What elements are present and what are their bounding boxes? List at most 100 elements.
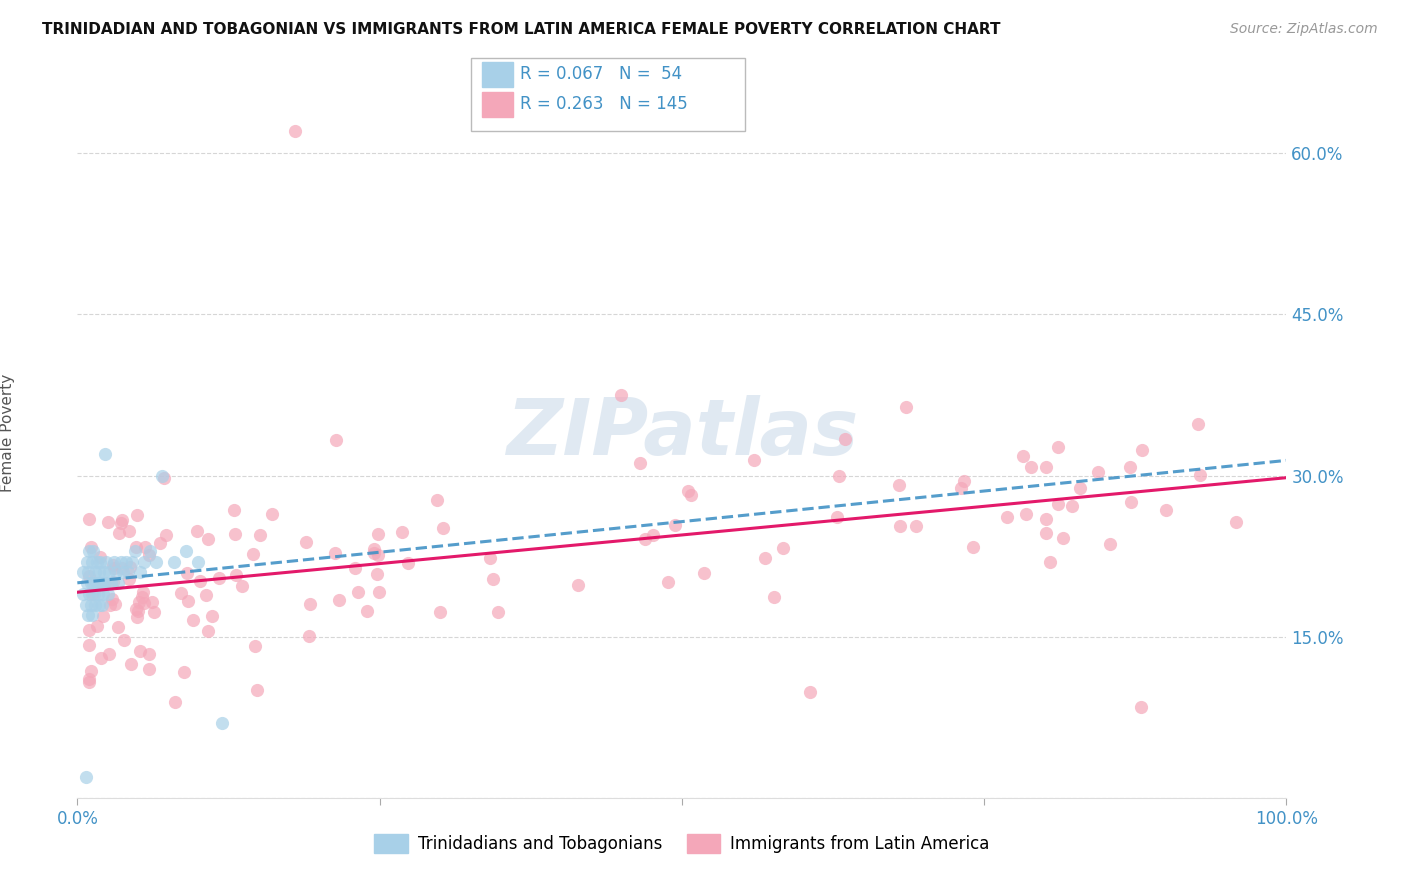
Point: [153, 471, 176, 485]
Point: [79, 598, 101, 612]
Point: [197, 533, 219, 547]
Point: [75, 770, 97, 784]
Point: [1187, 417, 1209, 431]
Point: [87, 598, 110, 612]
Point: [79, 638, 101, 652]
Point: [72, 587, 94, 601]
Point: [225, 567, 247, 582]
Point: [657, 574, 679, 589]
Point: [77, 566, 100, 580]
Point: [246, 683, 269, 698]
Point: [249, 528, 271, 542]
Point: [138, 548, 160, 562]
Point: [75, 598, 97, 612]
Point: [825, 510, 848, 524]
Point: [90, 650, 112, 665]
Point: [108, 525, 131, 540]
Point: [481, 572, 503, 586]
Point: [1015, 507, 1038, 521]
Text: TRINIDADIAN AND TOBAGONIAN VS IMMIGRANTS FROM LATIN AMERICA FEMALE POVERTY CORRE: TRINIDADIAN AND TOBAGONIAN VS IMMIGRANTS…: [42, 22, 1001, 37]
Point: [772, 541, 794, 556]
Point: [104, 597, 127, 611]
Point: [105, 566, 128, 580]
Point: [356, 604, 378, 618]
Point: [131, 591, 153, 605]
Point: [110, 555, 132, 569]
Point: [479, 551, 502, 566]
Point: [141, 594, 163, 608]
Point: [111, 560, 134, 574]
Point: [97, 566, 120, 580]
Point: [103, 555, 125, 569]
Text: R = 0.263   N = 145: R = 0.263 N = 145: [520, 95, 688, 113]
Point: [134, 541, 156, 555]
Point: [950, 481, 973, 495]
Point: [77, 608, 100, 623]
Point: [110, 516, 132, 531]
Point: [84, 566, 107, 580]
Point: [905, 518, 928, 533]
Point: [79, 568, 101, 582]
Point: [367, 527, 389, 541]
Point: [76, 576, 98, 591]
Point: [187, 555, 209, 569]
Point: [80, 555, 103, 569]
Point: [754, 550, 776, 565]
Point: [634, 533, 657, 547]
Point: [80, 608, 103, 623]
Point: [90, 576, 112, 591]
Point: [211, 716, 233, 731]
Point: [138, 662, 160, 676]
Point: [91, 587, 114, 601]
Point: [89, 550, 111, 565]
Point: [84, 598, 107, 612]
Point: [87, 566, 110, 580]
Point: [89, 555, 111, 569]
Point: [76, 555, 98, 569]
Point: [143, 605, 166, 619]
Point: [1046, 440, 1069, 454]
Point: [94, 576, 117, 591]
Point: [91, 578, 114, 592]
Point: [174, 544, 197, 558]
Point: [163, 555, 186, 569]
Point: [94, 447, 117, 461]
Point: [79, 587, 101, 601]
Point: [678, 484, 700, 499]
Point: [1069, 481, 1091, 495]
Point: [103, 560, 125, 574]
Point: [952, 474, 974, 488]
Point: [91, 608, 114, 623]
Point: [889, 477, 911, 491]
Point: [1087, 465, 1109, 479]
Point: [124, 540, 146, 554]
Point: [101, 575, 124, 590]
Point: [1035, 511, 1057, 525]
Point: [177, 594, 200, 608]
Point: [1132, 443, 1154, 458]
Point: [79, 624, 101, 638]
Point: [120, 559, 142, 574]
Point: [343, 561, 366, 575]
Point: [83, 587, 105, 601]
Point: [1099, 537, 1122, 551]
Point: [100, 576, 122, 591]
Point: [429, 605, 451, 619]
Point: [107, 576, 129, 591]
Point: [194, 588, 217, 602]
Point: [200, 608, 222, 623]
Point: [894, 401, 917, 415]
Point: [1119, 459, 1142, 474]
Point: [197, 624, 219, 639]
Point: [1154, 503, 1177, 517]
Point: [131, 585, 153, 599]
Point: [155, 528, 177, 542]
Point: [325, 434, 347, 448]
Point: [367, 584, 389, 599]
Point: [628, 457, 651, 471]
Point: [224, 527, 246, 541]
Point: [367, 548, 389, 562]
Point: [295, 535, 318, 549]
Point: [98, 599, 121, 613]
Point: [79, 512, 101, 526]
